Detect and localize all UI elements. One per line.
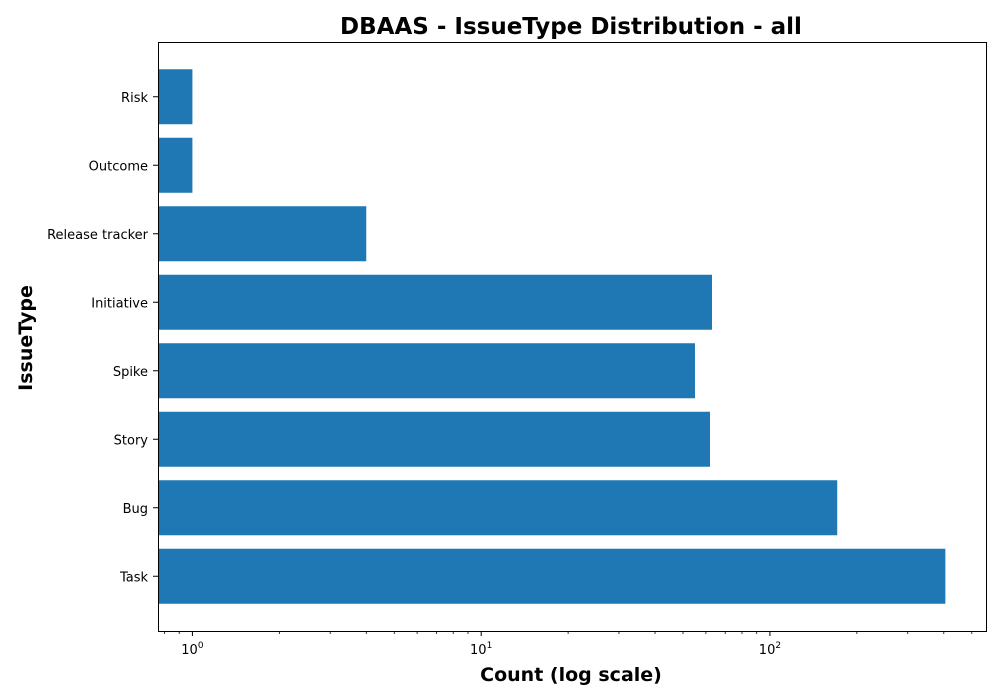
- plot-area: Task Bug Story Spike Initiative Release track…: [47, 42, 987, 658]
- bar-story: [158, 411, 710, 467]
- y-tick-label-spike: Spike: [113, 365, 148, 380]
- x-tick-label: 101: [470, 641, 492, 658]
- bar-outcome: [158, 137, 193, 193]
- bar-risk: [158, 69, 193, 125]
- bars: [158, 69, 946, 604]
- y-axis-label: IssueType: [15, 285, 37, 391]
- x-tick-label: 100: [181, 641, 204, 658]
- y-tick-label-story: Story: [114, 433, 149, 448]
- bar-task: [158, 548, 946, 604]
- bar-spike: [158, 343, 695, 399]
- x-tick-label: 102: [759, 641, 781, 658]
- y-tick-label-release-tracker: Release tracker: [47, 228, 149, 243]
- y-tick-label-risk: Risk: [121, 91, 148, 106]
- plot-background: [158, 42, 986, 631]
- y-ticks: Task Bug Story Spike Initiative Release track…: [47, 91, 158, 585]
- bar-release-tracker: [158, 206, 367, 262]
- bar-bug: [158, 480, 838, 536]
- x-axis-label: Count (log scale): [480, 664, 662, 686]
- y-tick-label-outcome: Outcome: [89, 159, 148, 174]
- plot-frame: [158, 42, 987, 632]
- chart-title: DBAAS - IssueType Distribution - all: [340, 14, 802, 40]
- y-tick-label-bug: Bug: [123, 502, 148, 517]
- y-tick-label-initiative: Initiative: [91, 296, 148, 311]
- bar-initiative: [158, 274, 713, 330]
- y-tick-label-task: Task: [119, 570, 149, 585]
